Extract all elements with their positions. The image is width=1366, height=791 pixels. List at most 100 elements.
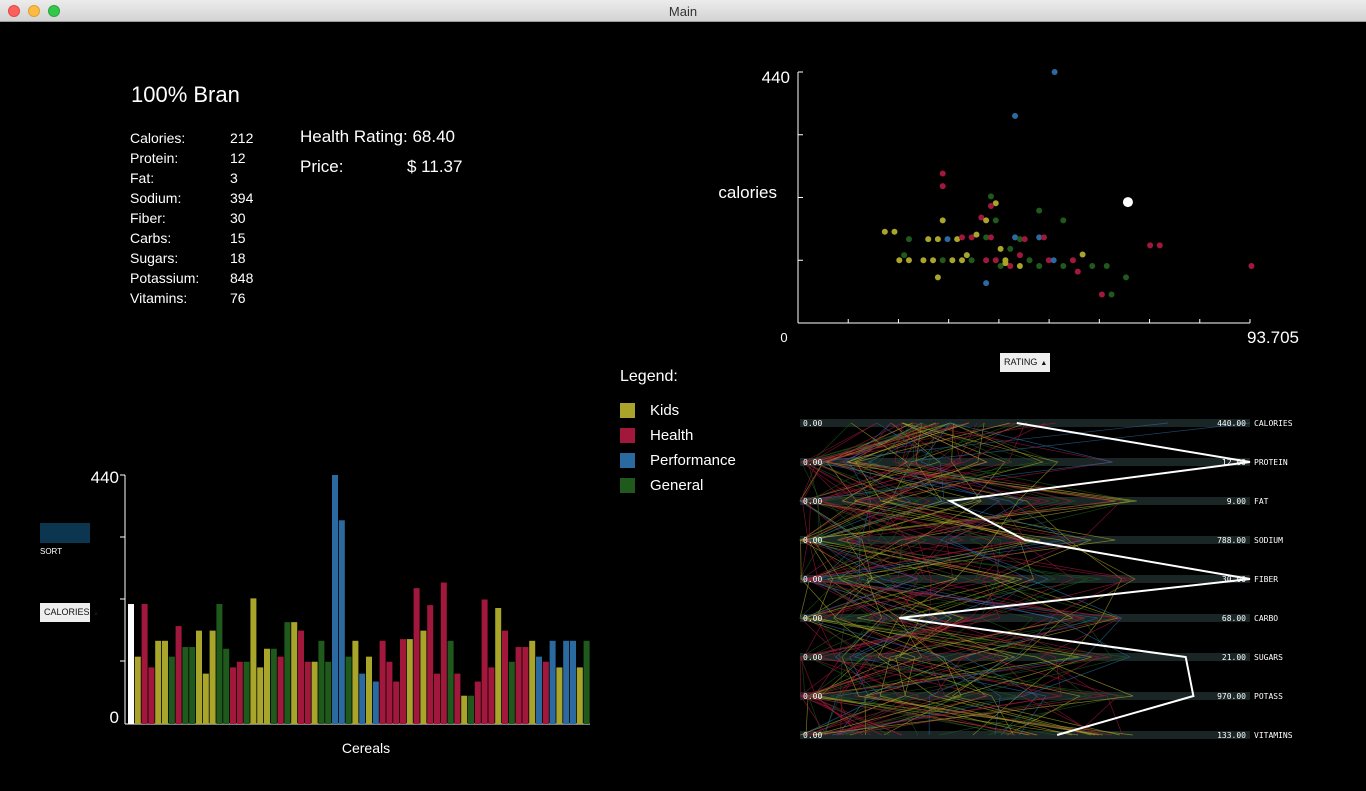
- bar[interactable]: [474, 681, 481, 724]
- bar[interactable]: [583, 640, 590, 724]
- bar[interactable]: [542, 661, 549, 724]
- bar[interactable]: [366, 656, 372, 724]
- scatter-point[interactable]: [959, 234, 966, 241]
- scatter-point[interactable]: [1012, 112, 1019, 119]
- scatter-point[interactable]: [997, 245, 1004, 252]
- scatter-point[interactable]: [920, 257, 927, 264]
- scatter-point[interactable]: [1045, 257, 1052, 264]
- bar[interactable]: [508, 661, 515, 724]
- scatter-point[interactable]: [1007, 245, 1014, 252]
- scatter-point[interactable]: [1108, 291, 1115, 298]
- bar[interactable]: [277, 656, 284, 724]
- scatter-point[interactable]: [1074, 268, 1081, 275]
- scatter-point[interactable]: [1069, 257, 1076, 264]
- bar[interactable]: [134, 656, 141, 724]
- bar[interactable]: [440, 582, 447, 724]
- scatter-point[interactable]: [959, 257, 966, 264]
- scatter-point[interactable]: [901, 252, 908, 259]
- bar[interactable]: [182, 647, 189, 724]
- scatter-point[interactable]: [1016, 252, 1023, 259]
- bar[interactable]: [576, 667, 583, 724]
- scatter-point[interactable]: [983, 234, 990, 241]
- bar[interactable]: [236, 661, 243, 724]
- minimize-window-button[interactable]: [28, 5, 40, 17]
- scatter-point[interactable]: [983, 217, 990, 224]
- bar[interactable]: [400, 639, 406, 724]
- scatter-point[interactable]: [1016, 262, 1023, 269]
- scatter-point[interactable]: [905, 236, 912, 243]
- bar[interactable]: [488, 667, 495, 724]
- bar[interactable]: [434, 673, 440, 724]
- sort-button[interactable]: [40, 523, 90, 543]
- bar[interactable]: [162, 640, 168, 724]
- scatter-point[interactable]: [1098, 291, 1105, 298]
- bar[interactable]: [196, 630, 202, 724]
- bar[interactable]: [502, 630, 508, 724]
- scatter-point[interactable]: [987, 203, 994, 210]
- scatter-point[interactable]: [968, 257, 975, 264]
- bar[interactable]: [345, 656, 352, 724]
- bar[interactable]: [468, 695, 474, 724]
- bar[interactable]: [427, 605, 434, 724]
- scatter-point[interactable]: [1156, 242, 1163, 249]
- scatter-point[interactable]: [992, 200, 999, 207]
- scatter-point[interactable]: [987, 234, 994, 241]
- scatter-point[interactable]: [1079, 251, 1086, 258]
- bar[interactable]: [352, 640, 359, 724]
- bar[interactable]: [155, 640, 162, 724]
- scatter-point[interactable]: [1050, 257, 1057, 264]
- bar[interactable]: [250, 598, 257, 724]
- scatter-point[interactable]: [891, 228, 898, 235]
- scatter-point[interactable]: [1036, 234, 1043, 241]
- bar[interactable]: [420, 630, 427, 724]
- bar[interactable]: [393, 681, 400, 724]
- scatter-point[interactable]: [1002, 260, 1009, 267]
- scatter-point[interactable]: [1012, 234, 1019, 241]
- bar[interactable]: [522, 647, 529, 724]
- bar[interactable]: [495, 607, 502, 724]
- scatter-point[interactable]: [1248, 262, 1255, 269]
- scatter-point[interactable]: [1041, 234, 1048, 241]
- scatter-point[interactable]: [925, 236, 932, 243]
- bar-attribute-select[interactable]: CALORIES ▲: [40, 603, 99, 622]
- bar[interactable]: [461, 695, 468, 724]
- bar[interactable]: [379, 640, 386, 724]
- bar[interactable]: [230, 667, 236, 724]
- bar[interactable]: [563, 640, 570, 724]
- bar[interactable]: [304, 661, 311, 724]
- scatter-point[interactable]: [944, 236, 951, 243]
- bar[interactable]: [359, 673, 366, 724]
- scatter-point[interactable]: [939, 183, 946, 190]
- scatter-point[interactable]: [896, 257, 903, 264]
- close-window-button[interactable]: [8, 5, 20, 17]
- pc-selected-line[interactable]: [899, 422, 1251, 736]
- scatter-point[interactable]: [997, 262, 1004, 269]
- bar[interactable]: [386, 661, 393, 724]
- bar[interactable]: [168, 656, 175, 724]
- scatter-point[interactable]: [1026, 257, 1033, 264]
- bar[interactable]: [291, 622, 298, 724]
- bar[interactable]: [515, 647, 522, 724]
- bar[interactable]: [257, 667, 264, 724]
- scatter-point[interactable]: [983, 280, 990, 287]
- bar[interactable]: [202, 673, 209, 724]
- scatter-point[interactable]: [881, 228, 888, 235]
- bar[interactable]: [549, 640, 556, 724]
- scatter-point[interactable]: [1021, 236, 1028, 243]
- scatter-point[interactable]: [978, 214, 985, 221]
- scatter-point[interactable]: [1060, 217, 1067, 224]
- scatter-point[interactable]: [1007, 262, 1014, 269]
- scatter-point[interactable]: [987, 193, 994, 200]
- scatter-point[interactable]: [930, 257, 937, 264]
- zoom-window-button[interactable]: [48, 5, 60, 17]
- scatter-attribute-select[interactable]: RATING ▲: [1000, 353, 1050, 372]
- bar[interactable]: [311, 661, 318, 724]
- bar[interactable]: [447, 640, 454, 724]
- bar[interactable]: [413, 588, 420, 724]
- bar[interactable]: [216, 604, 223, 724]
- bar[interactable]: [372, 681, 379, 724]
- bar[interactable]: [556, 667, 563, 724]
- scatter-point[interactable]: [1123, 274, 1130, 281]
- scatter-point[interactable]: [1051, 69, 1058, 75]
- scatter-point[interactable]: [934, 274, 941, 281]
